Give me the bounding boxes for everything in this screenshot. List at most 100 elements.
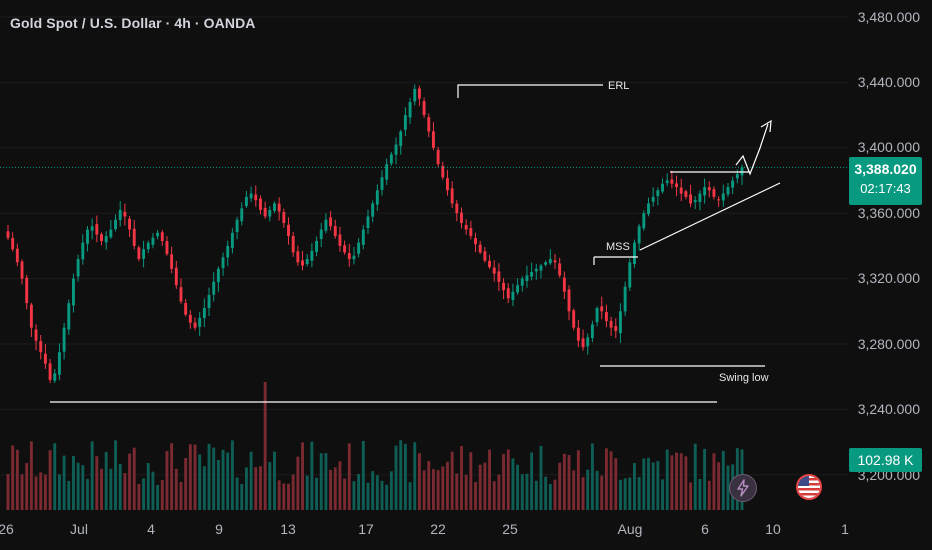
volume-bar — [492, 481, 496, 510]
volume-bar — [633, 463, 636, 510]
candle-body — [450, 188, 454, 204]
candle-body — [287, 224, 290, 237]
price-tick: 3,280.000 — [858, 336, 920, 352]
candle-body — [679, 187, 683, 194]
drawings[interactable] — [50, 84, 781, 403]
volume-bar — [259, 466, 262, 510]
candle-body — [717, 199, 721, 201]
volume-bar — [296, 456, 300, 510]
projection-path[interactable] — [735, 123, 769, 176]
volume-bar — [511, 458, 515, 510]
candle-body — [618, 311, 622, 334]
time-tick: Aug — [618, 521, 643, 537]
candles[interactable] — [6, 84, 744, 383]
candle-body — [506, 288, 510, 299]
volume-bar — [29, 441, 33, 510]
candle-body — [273, 203, 276, 211]
candle-body — [301, 260, 304, 266]
volume-bar — [6, 474, 10, 510]
lightning-button[interactable] — [729, 474, 757, 502]
rising-trendline[interactable] — [639, 182, 781, 251]
candle-body — [403, 115, 407, 130]
volume-bar — [142, 478, 146, 510]
volume-bar — [62, 455, 66, 510]
candle-body — [642, 213, 646, 229]
candle-body — [534, 268, 538, 272]
volume-bar — [230, 440, 234, 510]
volume-bar — [427, 461, 431, 510]
price-tick: 3,360.000 — [858, 205, 920, 221]
volume-bar — [254, 467, 258, 510]
candle-body — [562, 277, 566, 292]
candle-body — [104, 236, 108, 243]
volume-bar — [170, 443, 174, 510]
candle-body — [731, 180, 735, 188]
candle-body — [665, 180, 669, 184]
candle-body — [609, 320, 613, 328]
time-axis[interactable]: 26 Jul 4 9 13 17 22 25 Aug 6 10 1 — [0, 521, 849, 537]
us-flag-button[interactable] — [796, 474, 822, 500]
candle-body — [581, 338, 585, 348]
erl-line[interactable] — [457, 84, 603, 98]
volume-bar — [156, 484, 160, 510]
candle-body — [193, 322, 197, 328]
volume-bar — [595, 470, 599, 510]
volume-bar — [403, 443, 407, 510]
volume-bar — [301, 442, 304, 510]
symbol-title[interactable]: Gold Spot / U.S. Dollar · 4h · OANDA — [10, 15, 256, 31]
candle-body — [128, 218, 132, 230]
volume-bar — [226, 452, 230, 510]
volume-bar — [604, 448, 608, 510]
candle-body — [366, 216, 370, 229]
volume-bar — [408, 482, 412, 510]
volume-bar — [647, 457, 650, 510]
candle-body — [57, 352, 61, 375]
candle-body — [380, 177, 384, 190]
current-price: 3,388.020 — [854, 161, 917, 177]
erl-label: ERL — [608, 80, 629, 92]
candle-body — [511, 291, 515, 300]
candle-body — [698, 193, 702, 203]
volume-bar — [637, 477, 641, 510]
candle-body — [703, 187, 707, 196]
candle-body — [86, 229, 89, 244]
candle-body — [235, 219, 239, 233]
candle-body — [137, 247, 141, 259]
candle-body — [319, 229, 323, 239]
volume-bar — [675, 452, 678, 510]
candle-body — [72, 278, 75, 306]
volume-bar — [48, 450, 52, 510]
volume-bar — [202, 466, 206, 510]
volume-bar — [464, 474, 468, 510]
volume-bar — [399, 440, 403, 510]
volume-bar — [581, 477, 585, 510]
candle-body — [315, 240, 319, 252]
volume-bar — [76, 462, 80, 510]
volume-bar — [249, 451, 253, 510]
price-scale[interactable]: 3,480.000 3,440.000 3,400.000 3,360.000 … — [858, 9, 920, 483]
candle-body — [375, 190, 379, 205]
candle-body — [67, 303, 71, 330]
volume-bar — [544, 476, 548, 510]
volume-bar — [357, 474, 361, 510]
volume-bar — [707, 480, 711, 510]
volume-bar — [235, 477, 239, 510]
candle-body — [413, 88, 417, 102]
candle-body — [20, 261, 24, 279]
volume-bar — [474, 481, 477, 510]
time-tick: 26 — [0, 521, 14, 537]
volume-bar — [562, 453, 566, 510]
volume-bar — [670, 455, 674, 510]
volume-bar — [20, 474, 24, 510]
candle-body — [539, 265, 543, 271]
candle-body — [184, 303, 188, 315]
candle-body — [675, 183, 678, 188]
current-price-badge: 3,388.020 02:17:43 — [849, 157, 922, 205]
candle-body — [15, 248, 19, 263]
candle-body — [586, 337, 590, 347]
volume-bar — [277, 480, 281, 510]
candle-body — [408, 102, 412, 118]
candle-body — [160, 232, 164, 241]
volume-bar — [240, 484, 244, 510]
